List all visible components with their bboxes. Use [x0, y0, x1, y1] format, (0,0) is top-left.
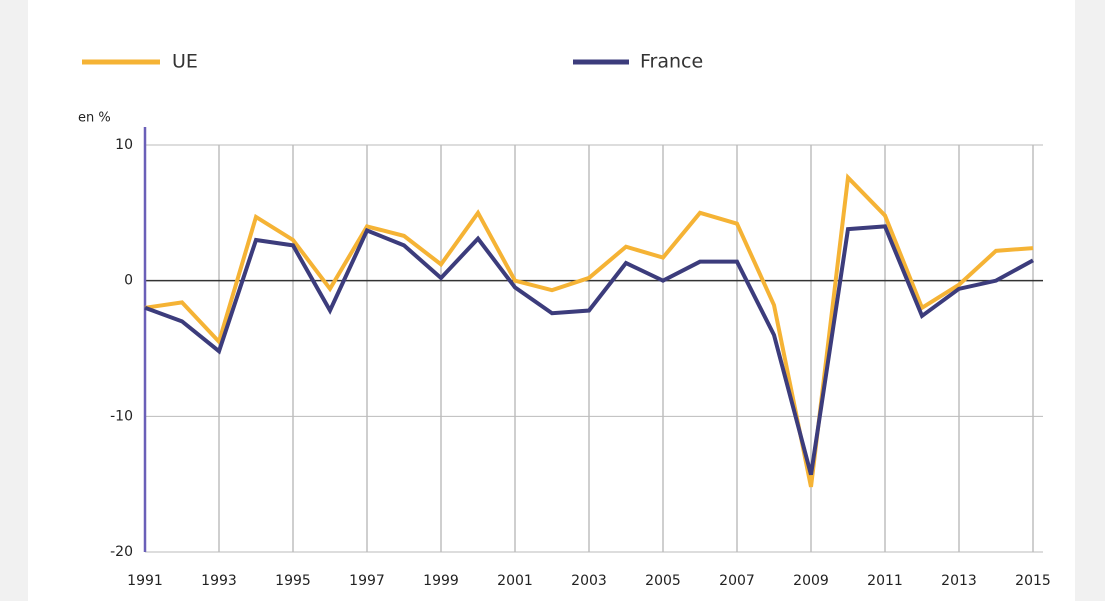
y-axis-label: en %: [78, 111, 111, 126]
x-tick-label: 1995: [275, 573, 311, 589]
series-line: [144, 224, 1034, 476]
x-tick-label: 1993: [201, 573, 237, 589]
y-tick-label: 0: [124, 273, 133, 289]
x-tick-label: 2005: [645, 573, 681, 589]
x-tick-label: 1997: [349, 573, 385, 589]
side-panel: [0, 0, 28, 601]
x-tick-label: 2007: [719, 573, 755, 589]
x-tick-label: 1999: [423, 573, 459, 589]
x-tick-label: 2001: [497, 573, 533, 589]
x-tick-label: 2015: [1015, 573, 1051, 589]
x-tick-label: 2011: [867, 573, 903, 589]
legend-text: France: [640, 51, 703, 73]
x-tick-label: 2003: [571, 573, 607, 589]
x-tick-label: 1991: [127, 573, 163, 589]
x-tick-label: 2013: [941, 573, 977, 589]
legend-text: UE: [172, 51, 198, 73]
x-tick-label: 2009: [793, 573, 829, 589]
side-panel: [1075, 0, 1105, 601]
y-tick-label: -20: [110, 544, 133, 560]
series-line: [144, 173, 1034, 488]
y-tick-label: 10: [115, 137, 133, 153]
y-tick-label: -10: [110, 408, 133, 424]
